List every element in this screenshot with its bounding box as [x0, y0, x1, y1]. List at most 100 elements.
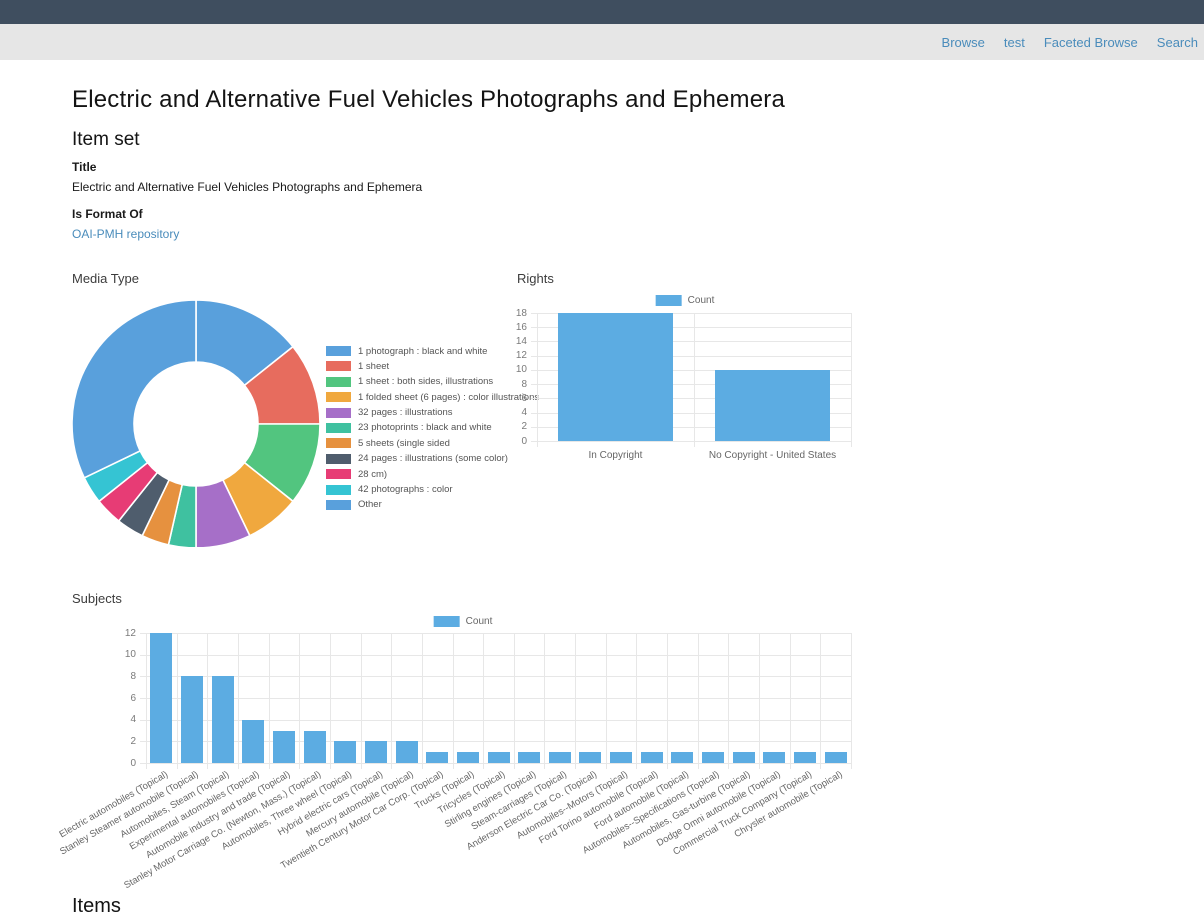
- gridline: [531, 426, 851, 428]
- y-tick-label: 2: [130, 735, 136, 747]
- gridline: [789, 633, 791, 769]
- subjects-chart: Subjects Count 0 2 4 6 8 10 12 Electric automobi…: [57, 588, 862, 891]
- bar-Mercury automobile (Topical): [395, 741, 418, 763]
- items-heading: Items: [72, 895, 121, 917]
- donut-segment: [71, 299, 197, 479]
- page-title: Electric and Alternative Fuel Vehicles P…: [72, 86, 786, 113]
- bar-Ford Torino automobile (Topical): [640, 752, 663, 763]
- y-tick-label: 14: [515, 335, 527, 347]
- gridline: [140, 633, 851, 634]
- media-type-legend-item[interactable]: 1 sheet: [326, 360, 539, 372]
- legend-swatch: [326, 407, 351, 418]
- gridline: [537, 313, 538, 447]
- gridline: [207, 633, 209, 769]
- media-type-legend-item[interactable]: 23 photoprints : black and white: [326, 422, 539, 433]
- bar-Automobiles--Specifications (Topical): [702, 752, 725, 763]
- gridline: [531, 313, 851, 314]
- media-type-donut: [71, 299, 321, 547]
- x-category-label: In Copyright: [588, 450, 643, 461]
- oai-pmh-repository-link[interactable]: OAI-PMH repository: [72, 227, 180, 241]
- y-tick-label: 8: [130, 670, 136, 682]
- legend-swatch: [326, 438, 351, 449]
- legend-swatch: [655, 295, 682, 306]
- nav-link-faceted-browse[interactable]: Faceted Browse: [1043, 34, 1138, 50]
- gridline: [140, 763, 851, 764]
- legend-label: Other: [358, 499, 382, 511]
- legend-label: Count: [687, 295, 715, 306]
- legend-label: 32 pages : illustrations: [358, 407, 453, 419]
- nav-link-browse[interactable]: Browse: [941, 34, 985, 50]
- bar-Stanley Steamer automobile (Topical): [180, 676, 203, 763]
- item-set-heading: Item set: [72, 129, 140, 150]
- bar-Electric automobiles (Topical): [150, 633, 173, 763]
- bar-Dodge Omni automobile (Topical): [763, 752, 786, 763]
- gridline: [146, 633, 147, 769]
- legend-swatch: [326, 422, 351, 433]
- y-tick-label: 16: [515, 321, 527, 333]
- gridline: [452, 633, 454, 769]
- x-category-label: No Copyright - United States: [708, 450, 837, 461]
- y-tick-label: 12: [515, 350, 527, 362]
- gridline: [851, 633, 852, 769]
- bar-No Copyright - United States: [715, 369, 830, 441]
- gridline: [820, 633, 822, 769]
- media-type-legend-item[interactable]: 1 sheet : both sides, illustrations: [326, 376, 539, 387]
- bar-Experimental automobiles (Topical): [242, 719, 265, 763]
- property-value-title: Electric and Alternative Fuel Vehicles P…: [72, 180, 423, 194]
- gridline: [531, 441, 851, 442]
- gridline: [140, 676, 851, 678]
- media-type-legend-item[interactable]: 28 cm): [326, 468, 539, 480]
- chart-legend[interactable]: Count: [433, 616, 493, 627]
- legend-label: 1 sheet: [358, 360, 390, 372]
- nav-link-search[interactable]: Search: [1156, 34, 1198, 50]
- property-label-is-format-of: Is Format Of: [72, 207, 143, 221]
- bar-Automobiles, Three wheel (Topical): [334, 741, 357, 763]
- media-type-legend-item[interactable]: 1 photograph : black and white: [326, 345, 539, 357]
- gridline: [421, 633, 423, 769]
- bar-Stanley Motor Carriage Co. (Newton, Mass.) (Topical): [303, 730, 326, 763]
- gridline: [531, 369, 851, 371]
- legend-label: Count: [465, 616, 493, 627]
- legend-swatch: [326, 346, 351, 356]
- gridline: [728, 633, 730, 769]
- bar-Automobile industry and trade (Topical): [272, 730, 295, 763]
- gridline: [513, 633, 515, 769]
- rights-chart: Rights Count 0 2 4 6 8 10 12 14 16 18 In Copyright N…: [516, 268, 853, 478]
- admin-topbar: [0, 0, 1204, 24]
- legend-swatch: [326, 499, 351, 510]
- legend-swatch: [326, 484, 351, 495]
- gridline: [531, 327, 851, 329]
- bar-Tricycles (Topical): [487, 752, 510, 763]
- gridline: [531, 398, 851, 400]
- legend-label: 28 cm): [358, 468, 388, 480]
- legend-swatch: [326, 469, 351, 480]
- media-type-legend-item[interactable]: 24 pages : illustrations (some color): [326, 453, 539, 465]
- y-tick-label: 6: [130, 692, 136, 704]
- media-type-legend-item[interactable]: 5 sheets (single sided: [326, 437, 539, 449]
- media-type-legend-item[interactable]: 32 pages : illustrations: [326, 407, 539, 419]
- nav-link-test[interactable]: test: [1003, 34, 1025, 50]
- bar-Automobiles, Steam (Topical): [211, 676, 234, 763]
- legend-label: 1 photograph : black and white: [358, 345, 488, 357]
- property-label-title: Title: [72, 160, 97, 174]
- y-tick-label: 10: [515, 364, 527, 376]
- chart-legend[interactable]: Count: [655, 295, 715, 306]
- gridline: [268, 633, 270, 769]
- gridline: [667, 633, 669, 769]
- media-type-legend-item[interactable]: Other: [326, 499, 539, 511]
- gridline: [483, 633, 485, 769]
- legend-label: 1 folded sheet (6 pages) : color illustr…: [358, 391, 540, 403]
- media-type-legend-item[interactable]: 42 photographs : color: [326, 484, 539, 495]
- media-type-legend-item[interactable]: 1 folded sheet (6 pages) : color illustr…: [326, 391, 540, 403]
- legend-swatch: [326, 361, 351, 372]
- gridline: [176, 633, 178, 769]
- y-tick-label: 10: [124, 649, 136, 661]
- media-type-chart-title: Media Type: [72, 271, 139, 286]
- legend-label: 24 pages : illustrations (some color): [358, 453, 508, 465]
- y-tick-label: 0: [521, 435, 527, 447]
- media-type-legend: 1 photograph : black and white 1 sheet 1 s…: [326, 346, 539, 515]
- legend-label: 5 sheets (single sided: [358, 437, 450, 449]
- bar-Trucks (Topical): [456, 752, 479, 763]
- gridline: [531, 355, 851, 357]
- bar-Automobiles, Gas-turbine (Topical): [732, 752, 755, 763]
